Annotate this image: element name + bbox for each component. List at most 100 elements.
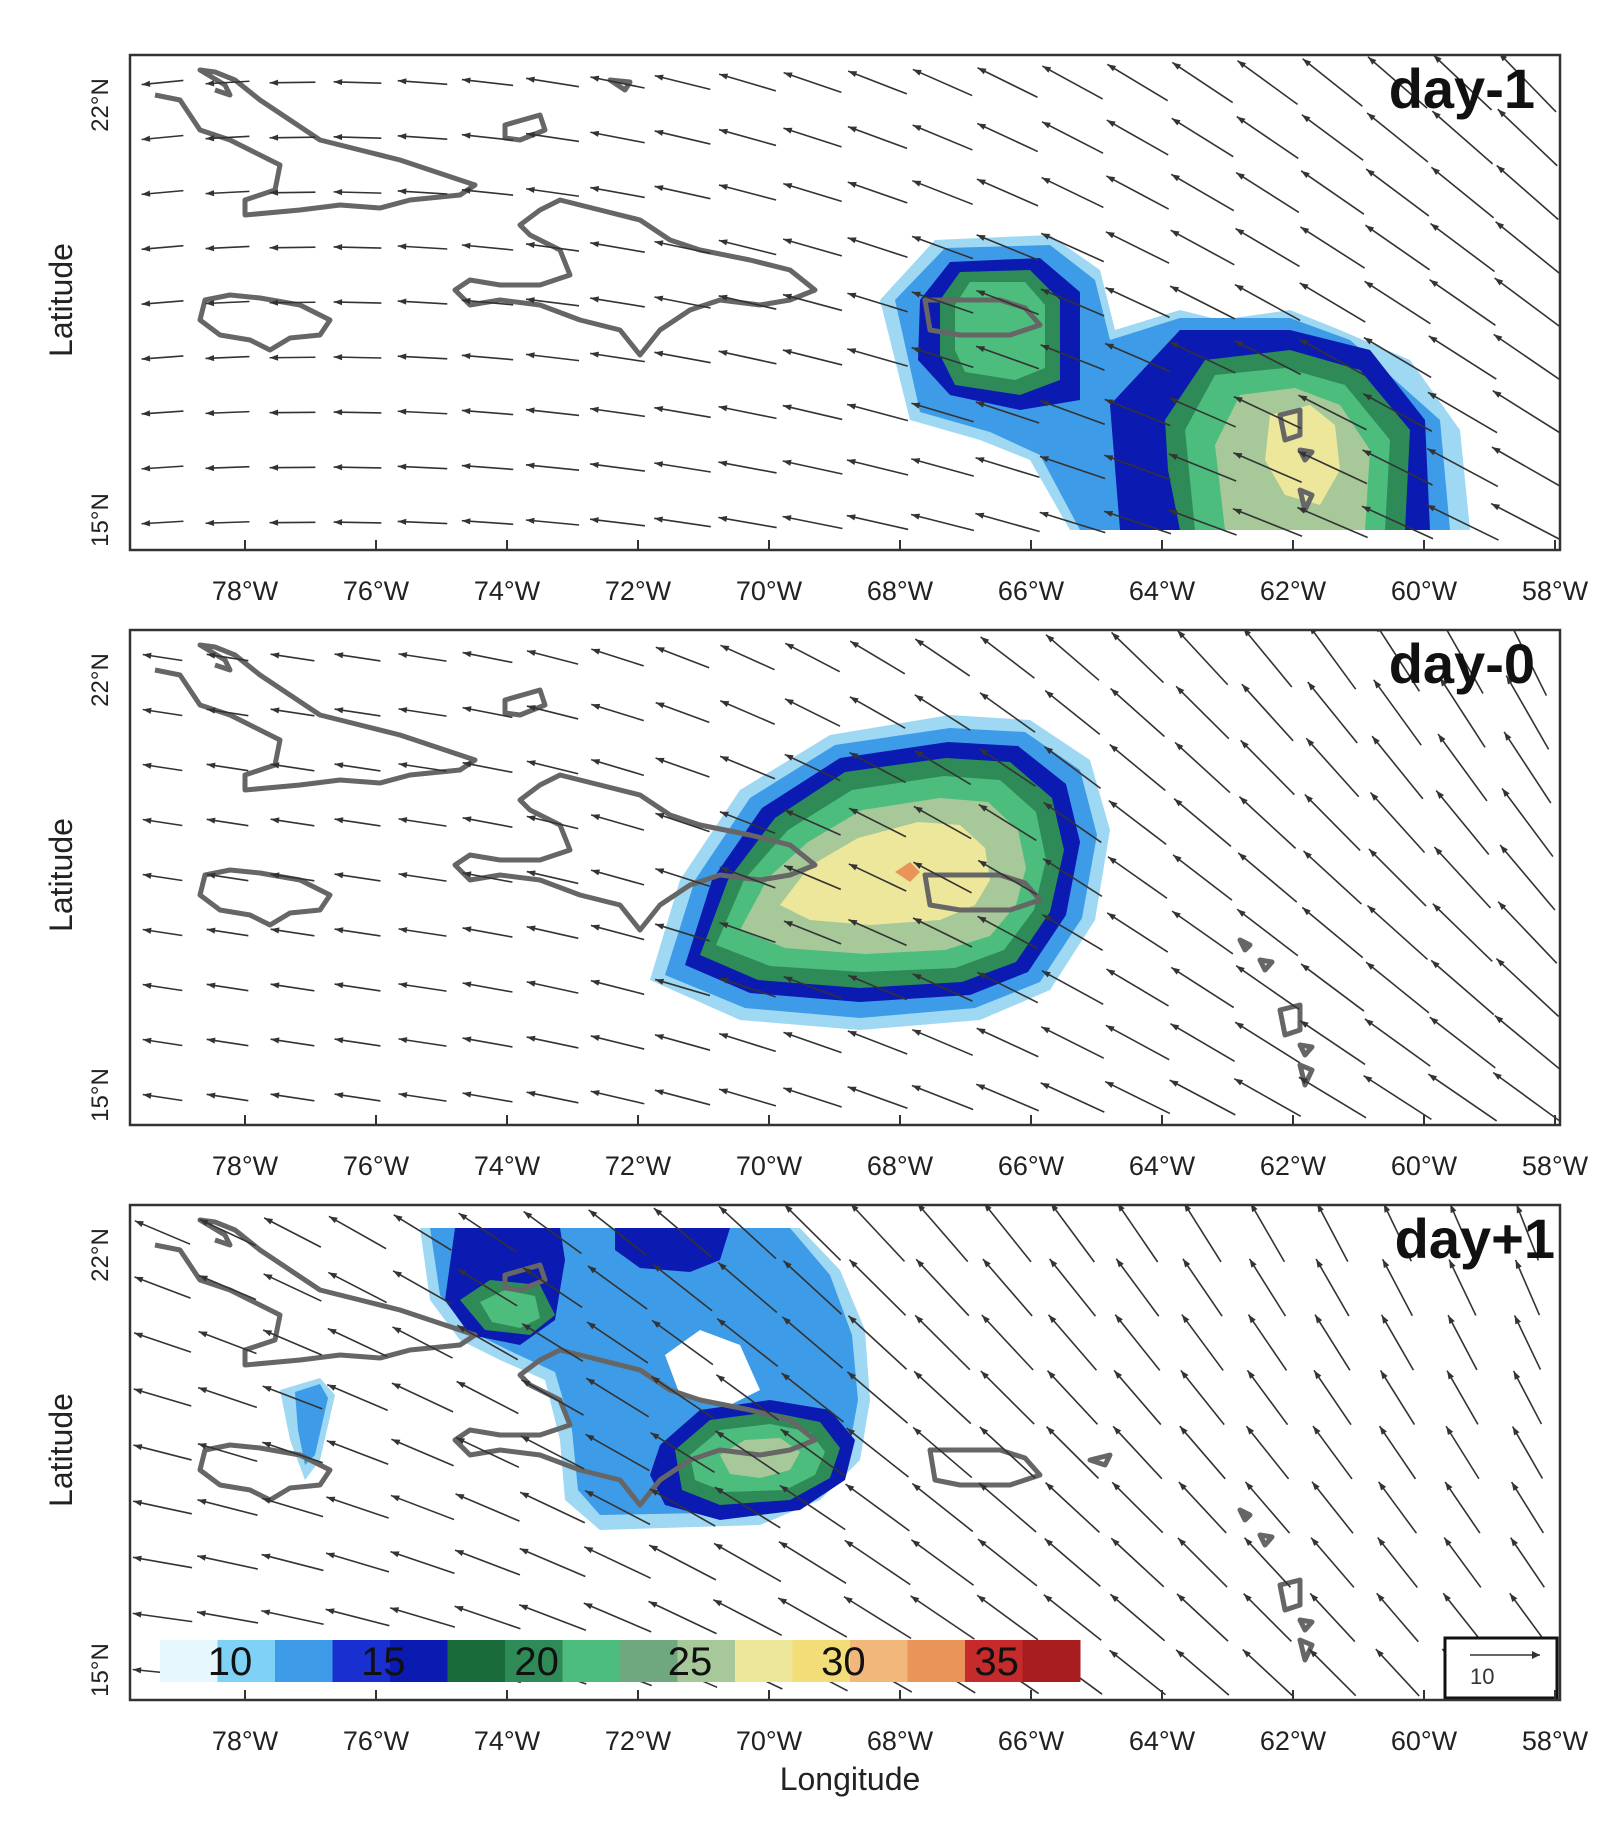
wind-vector — [1363, 1074, 1432, 1121]
wind-vector — [520, 1435, 585, 1470]
wind-vector — [917, 1205, 969, 1263]
wind-vector — [847, 1030, 908, 1055]
wind-vector — [589, 407, 646, 418]
wind-vector-head — [590, 869, 600, 876]
wind-vector — [526, 981, 579, 994]
wind-vector-head — [980, 1370, 989, 1380]
wind-vector-head — [206, 927, 216, 934]
wind-vector — [655, 701, 710, 724]
wind-vector — [390, 1494, 455, 1521]
wind-vector — [1426, 504, 1499, 541]
wind-vector — [1048, 1258, 1097, 1317]
wind-vector-head — [462, 706, 472, 713]
wind-vector-head — [526, 131, 535, 138]
wind-vector — [1494, 277, 1560, 328]
wind-vector-head — [977, 972, 987, 979]
wind-vector-head — [132, 1667, 142, 1674]
reference-vector-box: 10 — [1443, 1636, 1559, 1700]
wind-vector — [1442, 1592, 1483, 1643]
wind-vector — [590, 979, 645, 996]
wind-vector-head — [141, 300, 151, 307]
wind-vector-head — [1304, 794, 1314, 803]
wind-vector-head — [325, 1608, 335, 1615]
colorbar-swatch — [390, 1640, 448, 1682]
wind-vector-head — [1233, 452, 1243, 459]
wind-vector — [1514, 1259, 1541, 1316]
wind-vector — [1376, 1592, 1419, 1643]
wind-vector — [1449, 1205, 1476, 1262]
wind-vector-head — [206, 1037, 216, 1044]
wind-vector-head — [1496, 958, 1505, 967]
wind-vector-head — [1375, 1649, 1384, 1658]
wind-vector — [719, 810, 776, 835]
wind-vector — [584, 1546, 651, 1579]
wind-vector — [912, 124, 973, 151]
wind-vector — [1176, 630, 1229, 686]
wind-vector — [591, 648, 644, 667]
wind-vector — [782, 460, 843, 475]
wind-vector-head — [334, 927, 344, 934]
wind-vector — [1448, 1259, 1477, 1316]
wind-vector-head — [1040, 400, 1050, 407]
wind-vector — [526, 650, 579, 665]
wind-vector-head — [978, 1539, 987, 1547]
wind-vector — [1168, 453, 1237, 482]
wind-vector-head — [1169, 1080, 1179, 1087]
wind-vector-head — [1104, 399, 1114, 406]
wind-vector — [1428, 335, 1497, 380]
wind-vector-head — [462, 981, 472, 988]
wind-vector-head — [1443, 1593, 1451, 1602]
wind-vector-head — [590, 924, 600, 931]
wind-vector-head — [1301, 114, 1311, 123]
wind-vector-head — [1043, 858, 1052, 866]
panel-day-0: day-0 22°N 15°N Latitude 78°W 76°W 74°W 72°… — [43, 628, 1589, 1181]
wind-vector-head — [655, 923, 665, 930]
wind-vector — [976, 1594, 1039, 1641]
wind-vector-head — [397, 408, 407, 415]
wind-vector — [653, 1207, 712, 1258]
wind-vector-head — [457, 1325, 467, 1333]
wind-vector-head — [1427, 392, 1437, 400]
wind-vector — [326, 1440, 389, 1465]
wind-vector-head — [975, 512, 985, 519]
wind-vector — [1168, 509, 1237, 536]
wind-vector-head — [134, 1220, 144, 1227]
wind-vector-head — [981, 1314, 990, 1324]
wind-vector-head — [591, 703, 601, 710]
wind-vector-head — [779, 1485, 789, 1493]
wind-vector-head — [847, 1031, 857, 1037]
wind-vector-head — [398, 872, 408, 879]
wind-vector — [915, 1258, 970, 1317]
wind-vector — [132, 1556, 193, 1569]
wind-vector-head — [847, 1086, 857, 1093]
wind-vector-head — [461, 297, 471, 304]
wind-vector-head — [784, 1205, 793, 1213]
wind-vector-head — [1363, 393, 1373, 401]
wind-vector-head — [142, 927, 152, 934]
wind-vector-head — [333, 133, 343, 141]
wind-vector — [1361, 505, 1434, 540]
wind-vector-head — [197, 1610, 206, 1617]
wind-vector — [461, 409, 514, 416]
wind-vector — [1243, 1593, 1292, 1642]
wind-vector-head — [590, 296, 600, 303]
wind-vector — [1109, 1649, 1166, 1696]
wind-vector — [1044, 1538, 1101, 1587]
wind-vector-head — [654, 1034, 664, 1041]
wind-vector-head — [269, 134, 279, 141]
lon-tick-label: 58°W — [1522, 1726, 1589, 1756]
wind-vector-head — [1045, 1482, 1054, 1491]
wind-vector-head — [397, 353, 407, 360]
wind-vector-head — [591, 814, 601, 821]
panel2-label: day-0 — [1389, 632, 1535, 695]
wind-vector — [1373, 679, 1422, 746]
wind-vector-head — [1504, 731, 1512, 741]
wind-vector — [587, 1265, 648, 1310]
wind-vector-head — [270, 652, 280, 659]
wind-vector — [1427, 1073, 1498, 1122]
wind-vector-head — [912, 973, 922, 981]
wind-vector — [780, 1372, 845, 1423]
wind-vector-head — [398, 1037, 408, 1044]
wind-vector-head — [132, 1555, 142, 1562]
wind-vector-head — [333, 78, 343, 86]
